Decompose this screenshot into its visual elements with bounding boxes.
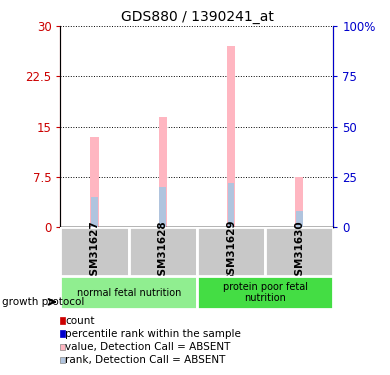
- Text: count: count: [66, 316, 95, 326]
- Bar: [60, 276, 197, 309]
- Text: GSM31629: GSM31629: [226, 220, 236, 282]
- Text: protein poor fetal
nutrition: protein poor fetal nutrition: [223, 282, 308, 303]
- Bar: [92, 225, 97, 227]
- Text: percentile rank within the sample: percentile rank within the sample: [66, 329, 241, 339]
- Bar: [159, 117, 167, 227]
- Bar: [297, 225, 301, 227]
- Bar: [90, 136, 99, 227]
- Bar: [161, 225, 165, 227]
- Text: value, Detection Call = ABSENT: value, Detection Call = ABSENT: [66, 342, 231, 352]
- Text: normal fetal nutrition: normal fetal nutrition: [76, 288, 181, 297]
- Bar: [60, 227, 129, 276]
- Text: rank, Detection Call = ABSENT: rank, Detection Call = ABSENT: [66, 355, 226, 365]
- Bar: [129, 227, 197, 276]
- Bar: [227, 46, 235, 227]
- Text: GSM31630: GSM31630: [294, 220, 304, 283]
- Bar: [91, 197, 98, 227]
- Bar: [265, 227, 333, 276]
- Bar: [197, 276, 333, 309]
- Text: GSM31628: GSM31628: [158, 220, 168, 283]
- Bar: [228, 183, 234, 227]
- Bar: [160, 187, 166, 227]
- Title: GDS880 / 1390241_at: GDS880 / 1390241_at: [121, 10, 273, 24]
- Text: GSM31627: GSM31627: [90, 220, 99, 283]
- Bar: [296, 211, 303, 227]
- Bar: [229, 225, 233, 227]
- Text: growth protocol: growth protocol: [2, 297, 84, 307]
- Bar: [197, 227, 265, 276]
- Bar: [295, 177, 303, 227]
